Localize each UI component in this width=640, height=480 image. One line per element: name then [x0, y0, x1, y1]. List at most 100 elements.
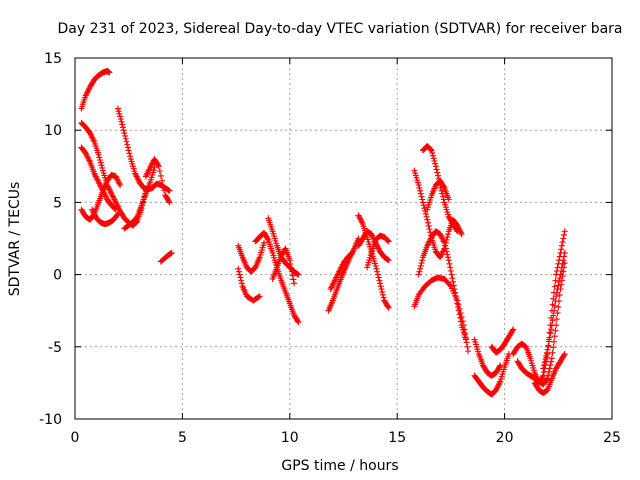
data-point: [540, 362, 547, 369]
data-point: [445, 231, 452, 238]
data-point: [92, 173, 99, 180]
data-point: [374, 242, 381, 249]
data-point: [415, 182, 422, 189]
x-tick-label: 25: [603, 430, 621, 446]
data-point: [328, 284, 335, 291]
data-point: [457, 229, 464, 236]
data-point: [289, 272, 296, 279]
data-point: [419, 257, 426, 264]
data-point: [440, 193, 447, 200]
data-point: [339, 262, 346, 269]
data-point: [134, 174, 141, 181]
series-arc-10: [235, 239, 268, 275]
y-tick-label: 0: [53, 268, 62, 284]
data-point: [553, 316, 560, 323]
data-point: [347, 251, 354, 258]
data-point: [454, 297, 461, 304]
data-point: [357, 216, 364, 223]
data-point: [256, 293, 263, 300]
data-point: [554, 310, 561, 317]
data-point: [114, 105, 121, 112]
data-point: [290, 276, 297, 283]
data-point: [146, 166, 153, 173]
data-point: [446, 260, 453, 267]
data-point: [91, 210, 98, 217]
series-arc-19: [364, 232, 392, 271]
data-point: [542, 356, 549, 363]
data-point: [237, 274, 244, 281]
data-point: [336, 267, 343, 274]
data-point: [556, 278, 563, 285]
data-point: [496, 363, 503, 370]
data-point: [450, 278, 457, 285]
data-point: [510, 326, 517, 333]
data-point: [540, 372, 547, 379]
data-point: [107, 189, 114, 196]
data-point: [540, 365, 547, 372]
data-point: [92, 171, 99, 178]
data-point: [546, 365, 553, 372]
data-point: [111, 196, 118, 203]
data-point: [558, 242, 565, 249]
data-point: [149, 160, 156, 167]
data-point: [545, 372, 552, 379]
data-point: [88, 132, 95, 139]
series-arc-12: [252, 229, 302, 326]
data-point: [553, 293, 560, 300]
data-point: [125, 147, 132, 154]
data-point: [89, 134, 96, 141]
data-point: [560, 235, 567, 242]
data-point: [132, 170, 139, 177]
data-point: [147, 164, 154, 171]
y-tick-label: 5: [53, 195, 62, 211]
data-point: [420, 202, 427, 209]
data-point: [368, 231, 375, 238]
data-point: [84, 88, 91, 95]
data-point: [494, 384, 501, 391]
data-point: [121, 130, 128, 137]
data-point: [117, 113, 124, 120]
data-point: [286, 257, 293, 264]
data-point: [551, 338, 558, 345]
data-point: [349, 249, 356, 256]
data-point: [288, 268, 295, 275]
data-point: [464, 343, 471, 350]
data-point: [445, 257, 452, 264]
data-point: [561, 228, 568, 235]
data-point: [359, 219, 366, 226]
data-point: [114, 177, 121, 184]
data-point: [460, 322, 467, 329]
series-arc-5: [89, 206, 121, 228]
data-point: [462, 335, 469, 342]
data-point: [426, 226, 433, 233]
data-point: [114, 210, 121, 217]
data-point: [84, 153, 91, 160]
data-point: [545, 368, 552, 375]
data-point: [235, 268, 242, 275]
data-point: [287, 261, 294, 268]
data-point: [87, 130, 94, 137]
data-point: [558, 267, 565, 274]
data-point: [456, 305, 463, 312]
data-point: [561, 231, 568, 238]
data-point: [384, 237, 391, 244]
data-point: [358, 218, 365, 225]
data-point: [86, 85, 93, 92]
data-point: [543, 349, 550, 356]
data-point: [334, 273, 341, 280]
series-arc-6: [114, 105, 173, 194]
data-point: [461, 326, 468, 333]
data-point: [497, 362, 504, 369]
x-tick-label: 5: [178, 430, 187, 446]
data-point: [107, 187, 114, 194]
data-point: [448, 271, 455, 278]
data-point: [495, 382, 502, 389]
data-point: [496, 379, 503, 386]
data-point: [91, 170, 98, 177]
data-point: [540, 369, 547, 376]
data-point: [457, 309, 464, 316]
data-point: [333, 274, 340, 281]
data-point: [453, 227, 460, 234]
series-arc-30: [531, 351, 568, 397]
data-point: [127, 153, 134, 160]
